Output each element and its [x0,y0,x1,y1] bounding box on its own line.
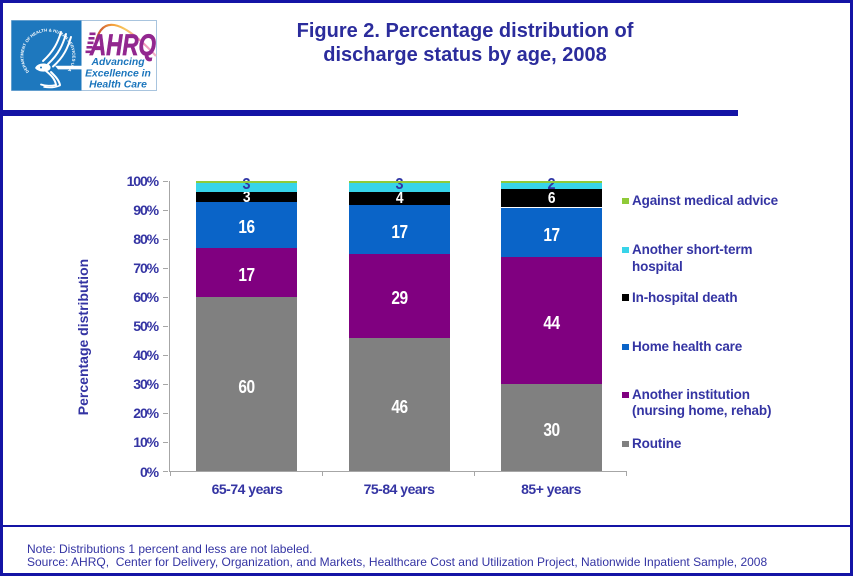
svg-text:Health Care: Health Care [89,80,147,91]
svg-text:Excellence in: Excellence in [85,69,151,80]
svg-text:AHRQ: AHRQ [89,29,156,62]
svg-text:Advancing: Advancing [90,57,145,68]
